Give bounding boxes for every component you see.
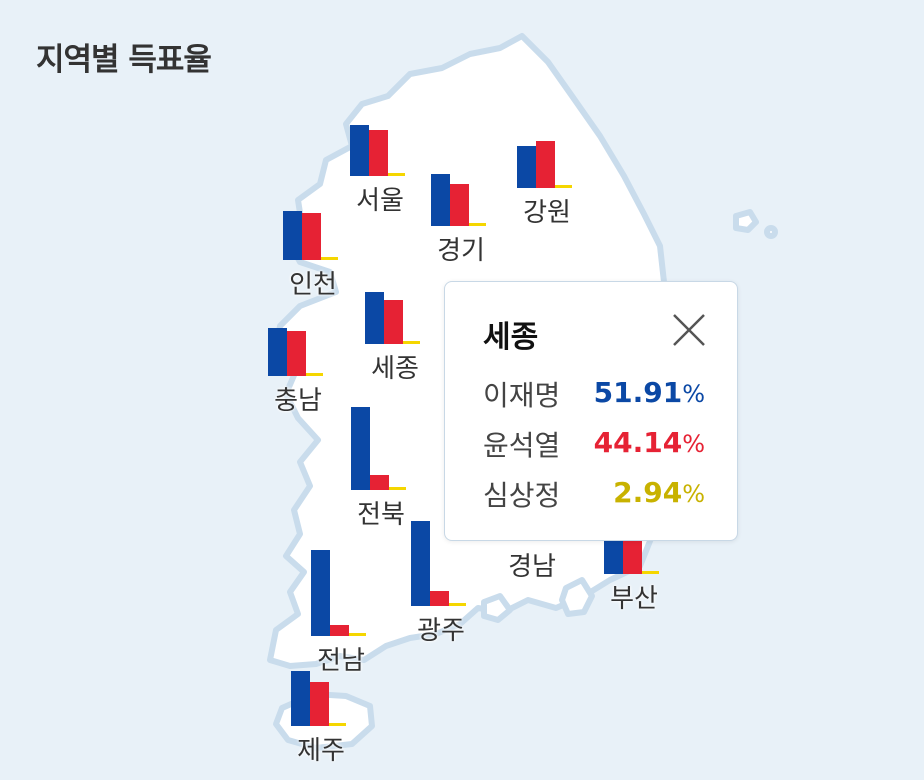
candidate2-bar [302,213,321,260]
region-name: 경남 [508,552,556,582]
region-bars [487,108,607,188]
candidate3-bar [642,571,659,574]
candidate3-bar [403,341,420,344]
region-name: 부산 [610,584,658,614]
region-bars [381,521,501,606]
candidate2-bar [369,130,388,176]
candidate1-bar [365,292,384,344]
candidate3-bar [388,173,405,176]
region-bars [261,646,381,726]
region-bars [238,296,358,376]
candidate1-bar [268,328,287,376]
candidate1-bar [311,550,330,636]
candidate-name: 심상정 [483,479,561,512]
candidate1-bar [411,521,430,606]
candidate1-bar [604,534,623,574]
region-marker[interactable]: 충남 [238,296,358,416]
region-name: 경기 [437,236,485,266]
region-marker[interactable]: 제주 [261,646,381,766]
region-bars [320,96,440,176]
dokdo-shape [764,225,778,239]
close-popup-button[interactable] [671,312,707,348]
candidate2-bar [384,300,403,344]
region-marker[interactable]: 세종 [335,264,455,384]
region-bars [335,264,455,344]
candidate-share: 2.94% [613,476,705,509]
candidate3-bar [349,633,366,636]
candidate-name: 윤석열 [483,429,561,462]
candidate2-bar [536,141,555,188]
candidate1-bar [517,146,536,188]
region-name: 광주 [417,616,465,646]
page-title: 지역별 득표율 [36,42,212,78]
region-name: 충남 [274,386,322,416]
region-marker[interactable]: 강원 [487,108,607,228]
region-name: 서울 [356,186,404,216]
region-marker[interactable]: 인천 [253,180,373,300]
candidate2-bar [330,625,349,636]
region-name: 전북 [357,500,405,530]
close-icon [673,314,705,346]
candidate-share: 44.14% [593,426,705,459]
candidate1-bar [431,174,450,226]
candidate2-bar [310,682,329,726]
candidate3-bar [389,487,406,490]
region-bars [401,146,521,226]
popup-candidate-row: 심상정 2.94% [483,474,705,514]
region-marker[interactable]: 경남 [472,462,592,582]
candidate1-bar [351,407,370,490]
region-name: 세종 [371,354,419,384]
candidate1-bar [291,671,310,726]
region-popup: 세종 이재명 51.91% 윤석열 44.14% 심상정 2.94% [444,281,738,541]
popup-candidate-row: 이재명 51.91% [483,374,705,414]
candidate2-bar [370,475,389,490]
region-name: 전남 [317,646,365,676]
region-marker[interactable]: 경기 [401,146,521,266]
region-bars [253,180,373,260]
popup-candidate-row: 윤석열 44.14% [483,424,705,464]
region-name: 제주 [297,736,345,766]
candidate2-bar [430,591,449,606]
candidate3-bar [306,373,323,376]
region-marker[interactable]: 광주 [381,521,501,646]
region-marker[interactable]: 전남 [281,550,401,676]
candidate3-bar [469,223,486,226]
candidate3-bar [555,185,572,188]
region-name: 인천 [289,270,337,300]
ulleung-shape [733,209,759,233]
candidate3-bar [321,257,338,260]
candidate1-bar [350,125,369,176]
candidate-share: 51.91% [593,376,705,409]
region-bars [321,407,441,490]
candidate2-bar [287,331,306,376]
candidate-name: 이재명 [483,379,561,412]
region-marker[interactable]: 전북 [321,407,441,530]
region-marker[interactable]: 서울 [320,96,440,216]
candidate1-bar [283,211,302,260]
candidate3-bar [449,603,466,606]
popup-region-title: 세종 [483,320,539,355]
candidate2-bar [450,184,469,226]
region-name: 강원 [523,198,571,228]
geoje-shape [559,577,595,617]
candidate3-bar [329,723,346,726]
region-bars [281,550,401,636]
namhae-shape [481,593,513,623]
